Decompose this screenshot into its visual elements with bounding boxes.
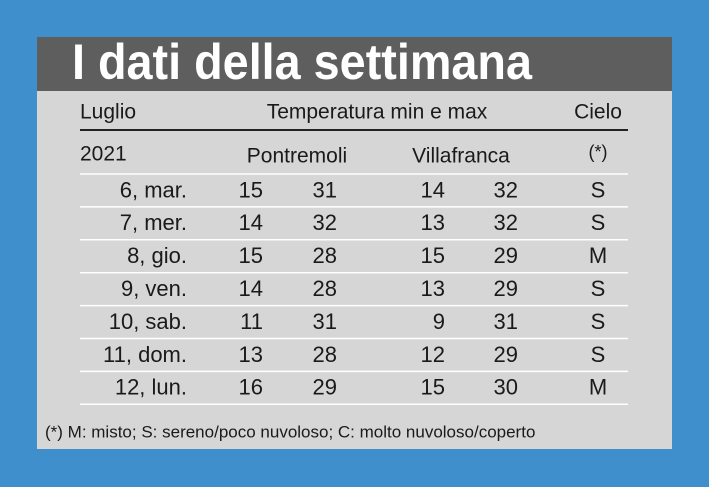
min-temp: 14 bbox=[239, 276, 263, 301]
sky: S bbox=[591, 210, 606, 235]
day: 12, lun. bbox=[115, 375, 187, 400]
column-header: Cielo bbox=[574, 101, 622, 124]
max-temp: 30 bbox=[494, 375, 518, 400]
max-temp: 32 bbox=[494, 177, 518, 202]
max-temp: 28 bbox=[313, 276, 337, 301]
subheader: 2021 bbox=[80, 143, 127, 166]
max-temp: 32 bbox=[494, 210, 518, 235]
min-temp: 14 bbox=[239, 210, 263, 235]
sky: S bbox=[591, 342, 606, 367]
max-temp: 28 bbox=[313, 342, 337, 367]
max-temp: 31 bbox=[313, 309, 337, 334]
sky: S bbox=[591, 309, 606, 334]
title-bar bbox=[37, 37, 672, 91]
min-temp: 12 bbox=[421, 342, 445, 367]
sky: S bbox=[591, 177, 606, 202]
sky: M bbox=[589, 243, 607, 268]
day: 8, gio. bbox=[127, 243, 187, 268]
min-temp: 11 bbox=[240, 309, 263, 334]
column-header: Luglio bbox=[80, 101, 136, 124]
day: 9, ven. bbox=[121, 276, 187, 301]
sky: M bbox=[589, 375, 607, 400]
max-temp: 29 bbox=[494, 342, 518, 367]
max-temp: 32 bbox=[313, 210, 337, 235]
table-body: 6, mar. 15 31 14 32 S 7, mer. 14 32 13 32 S 8, gio. 1… bbox=[80, 173, 628, 406]
min-temp: 13 bbox=[239, 342, 263, 367]
min-temp: 15 bbox=[421, 243, 445, 268]
sky: S bbox=[591, 276, 606, 301]
column-header: Temperatura min e max bbox=[267, 101, 488, 124]
min-temp: 15 bbox=[239, 177, 263, 202]
min-temp: 15 bbox=[239, 243, 263, 268]
subheader: Villafranca bbox=[412, 145, 510, 168]
min-temp: 15 bbox=[421, 375, 445, 400]
max-temp: 29 bbox=[313, 375, 337, 400]
day: 7, mer. bbox=[120, 210, 187, 235]
max-temp: 31 bbox=[313, 177, 337, 202]
day: 6, mar. bbox=[120, 177, 187, 202]
footnote: (*) M: misto; S: sereno/poco nuvoloso; C… bbox=[45, 422, 535, 441]
max-temp: 31 bbox=[494, 309, 518, 334]
min-temp: 13 bbox=[421, 210, 445, 235]
min-temp: 9 bbox=[433, 309, 445, 334]
subheader: Pontremoli bbox=[247, 145, 347, 168]
max-temp: 28 bbox=[313, 243, 337, 268]
subheader: (*) bbox=[589, 142, 608, 162]
max-temp: 29 bbox=[494, 243, 518, 268]
day: 10, sab. bbox=[109, 309, 187, 334]
min-temp: 14 bbox=[421, 177, 445, 202]
day: 11, dom. bbox=[103, 342, 187, 367]
panel bbox=[37, 37, 672, 449]
max-temp: 29 bbox=[494, 276, 518, 301]
min-temp: 13 bbox=[421, 276, 445, 301]
min-temp: 16 bbox=[239, 375, 263, 400]
title: I dati della settimana bbox=[72, 34, 533, 90]
